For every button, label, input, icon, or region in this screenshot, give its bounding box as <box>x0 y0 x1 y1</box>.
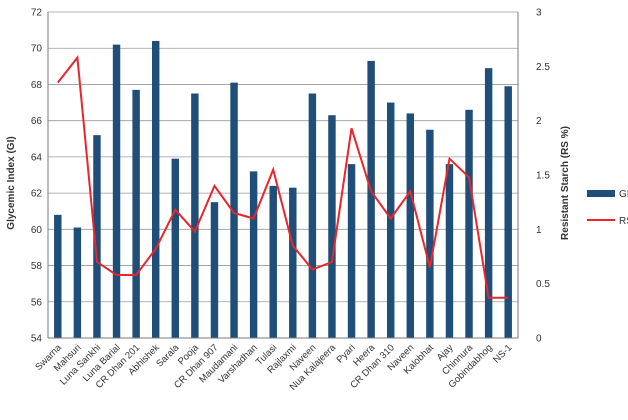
y-tick-label: 70 <box>31 44 43 55</box>
bar <box>386 102 395 338</box>
bar <box>484 68 493 339</box>
bar <box>151 40 160 338</box>
gridlines <box>48 11 518 339</box>
y-tick-label: 68 <box>31 80 43 91</box>
legend-label-rs: RS <box>619 216 628 227</box>
y2-tick-label: 2.5 <box>536 62 550 73</box>
left-axis-ticks: 54 56 58 60 62 64 66 68 70 72 <box>31 8 43 345</box>
bar <box>269 185 277 338</box>
category-label: Sarala <box>154 342 182 370</box>
y-tick-label: 56 <box>31 297 43 308</box>
category-label: NS-1 <box>491 342 514 365</box>
bar <box>230 82 238 338</box>
right-axis-ticks: 0 0.5 1 1.5 2 2.5 3 <box>536 8 550 345</box>
legend-swatch-gi <box>587 190 615 197</box>
bar <box>445 164 454 338</box>
y-tick-label: 54 <box>31 334 43 345</box>
bar <box>367 60 375 339</box>
y2-tick-label: 1 <box>536 225 542 236</box>
y-tick-label: 62 <box>31 189 43 200</box>
bar <box>406 113 415 338</box>
bar <box>347 164 356 338</box>
y-tick-label: 58 <box>31 261 43 272</box>
bar <box>132 89 140 338</box>
y-tick-label: 66 <box>31 116 43 127</box>
bar <box>191 93 199 338</box>
y-tick-label: 60 <box>31 225 43 236</box>
y-tick-label: 64 <box>31 152 43 163</box>
y2-tick-label: 0.5 <box>536 279 550 290</box>
y-tick-label: 72 <box>31 8 43 19</box>
bar <box>210 202 219 338</box>
bar <box>426 129 434 338</box>
y2-tick-label: 0 <box>536 334 542 345</box>
bar <box>54 214 62 338</box>
bar-series <box>54 40 512 339</box>
axes <box>47 12 519 339</box>
bar <box>308 93 317 338</box>
legend: GI RS <box>587 189 628 227</box>
y2-axis-title: Resistant Starch (RS %) <box>560 126 571 240</box>
rs-series-line <box>57 55 509 299</box>
bar <box>328 115 336 338</box>
bar <box>504 86 512 338</box>
bar <box>93 135 101 338</box>
bar <box>249 171 258 338</box>
legend-label-gi: GI <box>619 189 628 200</box>
bar <box>465 109 473 338</box>
bar <box>112 44 121 338</box>
bar <box>73 227 82 338</box>
bar <box>289 187 297 338</box>
bar <box>171 158 180 338</box>
y2-tick-label: 2 <box>536 116 542 127</box>
y-axis-title: Glycemic Index (GI) <box>6 136 17 229</box>
y2-tick-label: 3 <box>536 8 542 19</box>
y2-tick-label: 1.5 <box>536 171 550 182</box>
